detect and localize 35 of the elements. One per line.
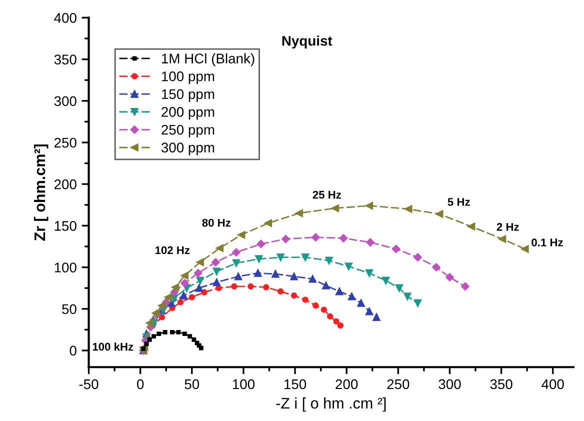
annotation: 0.1 Hz <box>532 238 563 246</box>
x-axis-title: -Z i [ o hm .cm ²] <box>276 397 386 412</box>
legend-label: 1M HCl (Blank) <box>162 53 254 66</box>
annotation: 25 Hz <box>312 190 342 199</box>
x-tick-label: 300 <box>438 379 461 390</box>
annotation: 80 Hz <box>202 218 231 227</box>
y-tick-label: 350 <box>54 54 76 64</box>
y-tick-label: 0 <box>70 346 76 356</box>
legend-label: 150 ppm <box>162 89 214 102</box>
text: Nyquist <box>282 36 332 49</box>
x-tick-label: 0 <box>137 379 144 390</box>
legend-label: 100 ppm <box>162 71 214 84</box>
annotation: 102 Hz <box>155 246 190 254</box>
x-tick-label: 400 <box>542 379 564 390</box>
x-tick-label: 250 <box>387 379 410 390</box>
y-tick-label: 200 <box>54 179 76 190</box>
y-tick-label: 400 <box>54 13 76 23</box>
x-tick-label: 100 <box>232 379 255 390</box>
y-tick-label: 300 <box>54 96 76 106</box>
legend-label: 200 ppm <box>162 107 214 120</box>
y-tick-label: 150 <box>54 221 76 231</box>
x-tick-label: 350 <box>490 379 512 390</box>
annotation: 100 kHz <box>92 342 134 351</box>
annotation: 5 Hz <box>448 198 470 206</box>
x-tick-label: -50 <box>79 379 98 390</box>
x-tick-label: 50 <box>184 379 200 390</box>
y-tick-label: 250 <box>54 138 76 148</box>
annotation: 2 Hz <box>496 222 519 231</box>
y-axis-title: Zr [ ohm.cm²] <box>34 144 48 241</box>
legend-label: 300 ppm <box>161 142 214 156</box>
y-tick-label: 100 <box>54 262 76 272</box>
legend-label: 250 ppm <box>162 124 214 138</box>
y-tick-label: 50 <box>62 304 76 314</box>
x-tick-label: 150 <box>284 379 306 390</box>
x-tick-label: 200 <box>336 379 358 390</box>
